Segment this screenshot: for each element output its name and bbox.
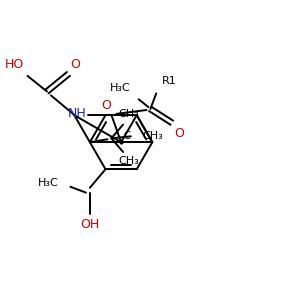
Text: CH₃: CH₃: [118, 109, 139, 119]
Text: R1: R1: [162, 76, 177, 85]
Text: CH₃: CH₃: [142, 131, 163, 141]
Text: NH: NH: [67, 107, 86, 120]
Text: C: C: [123, 131, 130, 141]
Text: O: O: [70, 58, 80, 71]
Text: CH₃: CH₃: [118, 156, 139, 166]
Text: O: O: [101, 99, 111, 112]
Text: O: O: [174, 127, 184, 140]
Text: H₃C: H₃C: [38, 178, 59, 188]
Text: HO: HO: [4, 58, 24, 71]
Text: H₃C: H₃C: [110, 83, 131, 93]
Text: OH: OH: [80, 218, 100, 231]
